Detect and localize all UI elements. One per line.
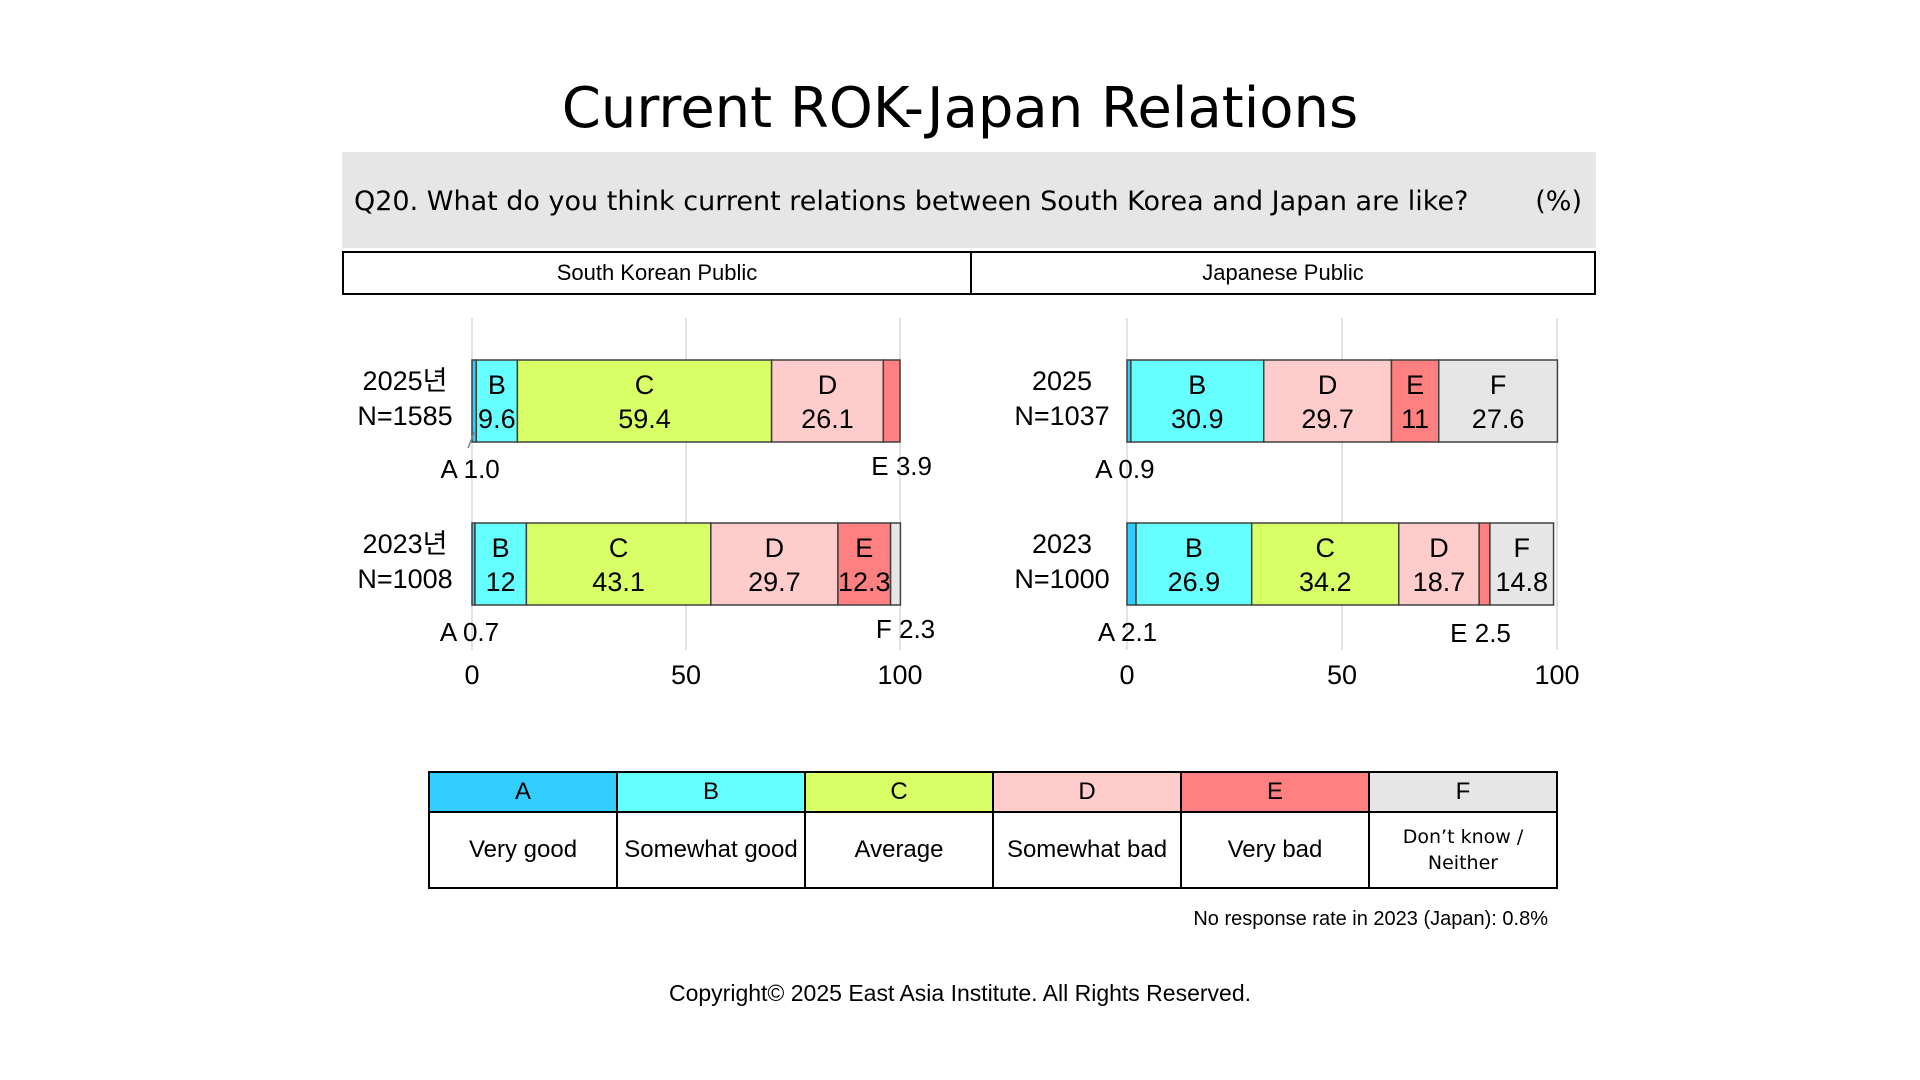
legend-code-f: F	[1368, 771, 1558, 813]
x-tick-label: 100	[877, 660, 922, 690]
segment-value-label: 9.6	[478, 404, 516, 434]
segment-key-label: B	[488, 370, 506, 400]
chart-title: Current ROK-Japan Relations	[561, 76, 1359, 141]
segment-key-label: C	[609, 533, 629, 563]
legend-code-a: A	[428, 771, 618, 813]
leader-line	[467, 431, 475, 449]
segment-value-label: 27.6	[1472, 404, 1525, 434]
row-n-label: N=1037	[1014, 401, 1109, 431]
copyright-text: Copyright© 2025 East Asia Institute. All…	[668, 980, 1252, 1006]
segment-key-label: F	[1490, 370, 1507, 400]
segment-value-label: 34.2	[1299, 567, 1352, 597]
segment-key-label: C	[635, 370, 655, 400]
question-box: Q20. What do you think current relations…	[342, 152, 1596, 248]
segment-value-label: 12.3	[838, 567, 891, 597]
bar-segment-a	[1126, 522, 1137, 606]
legend-code-c: C	[804, 771, 994, 813]
unit-label: (%)	[1535, 186, 1582, 217]
small-segment-label: E 3.9	[871, 451, 932, 481]
bar-segment-d	[770, 359, 885, 443]
x-tick-label: 0	[1119, 660, 1134, 690]
segment-key-label: D	[765, 533, 785, 563]
legend-table: A B C D E F Very good Somewhat good Aver…	[428, 771, 1558, 889]
legend-label-e: Very bad	[1180, 811, 1370, 889]
bar-segment-f	[1438, 359, 1559, 443]
legend-label-a: Very good	[428, 811, 618, 889]
bar-segment-e	[1478, 522, 1491, 606]
segment-value-label: 29.7	[1301, 404, 1354, 434]
segment-value-label: 18.7	[1413, 567, 1466, 597]
bar-segment-e	[837, 522, 892, 606]
segment-value-label: 30.9	[1171, 404, 1224, 434]
segment-key-label: B	[492, 533, 510, 563]
segment-key-label: D	[818, 370, 838, 400]
small-segment-label: A 0.9	[1095, 454, 1154, 484]
bar-segment-d	[1398, 522, 1480, 606]
segment-value-label: 29.7	[748, 567, 801, 597]
small-segment-label: A 1.0	[440, 454, 499, 484]
segment-value-label: 59.4	[618, 404, 671, 434]
row-n-label: N=1008	[357, 564, 452, 594]
bar-segment-c	[525, 522, 712, 606]
bar-segment-e	[1390, 359, 1440, 443]
legend-code-b: B	[616, 771, 806, 813]
x-tick-label: 50	[671, 660, 701, 690]
legend-code-d: D	[992, 771, 1182, 813]
segment-key-label: E	[1406, 370, 1424, 400]
segment-value-label: 26.9	[1168, 567, 1221, 597]
x-tick-label: 100	[1534, 660, 1579, 690]
bar-segment-f	[889, 522, 902, 606]
x-tick-label: 50	[1327, 660, 1357, 690]
row-label: 2025년	[363, 366, 448, 396]
row-label: 2023	[1032, 529, 1092, 559]
segment-value-label: 12	[486, 567, 516, 597]
x-tick-label: 0	[464, 660, 479, 690]
small-segment-label: F 2.3	[876, 614, 935, 644]
segment-key-label: C	[1315, 533, 1335, 563]
row-label: 2023년	[363, 529, 448, 559]
bar-segment-e	[882, 359, 901, 443]
row-n-label: N=1000	[1014, 564, 1109, 594]
small-segment-label: A 2.1	[1098, 617, 1157, 647]
panel-header-korea: South Korean Public	[342, 251, 972, 295]
bar-segment-f	[1489, 522, 1555, 606]
segment-key-label: B	[1188, 370, 1206, 400]
legend-label-b: Somewhat good	[616, 811, 806, 889]
segment-value-label: 43.1	[592, 567, 645, 597]
question-text: Q20. What do you think current relations…	[354, 186, 1469, 217]
segment-key-label: D	[1429, 533, 1449, 563]
panel-header-japan: Japanese Public	[970, 251, 1596, 295]
legend-label-c: Average	[804, 811, 994, 889]
segment-value-label: 14.8	[1495, 567, 1548, 597]
legend-label-d: Somewhat bad	[992, 811, 1182, 889]
segment-value-label: 26.1	[801, 404, 854, 434]
bar-segment-c	[516, 359, 773, 443]
row-label: 2025	[1032, 366, 1092, 396]
segment-key-label: B	[1185, 533, 1203, 563]
segment-key-label: D	[1318, 370, 1338, 400]
bar-segment-d	[710, 522, 839, 606]
legend-label-f: Don’t know / Neither	[1368, 811, 1558, 889]
no-response-note: No response rate in 2023 (Japan): 0.8%	[1193, 908, 1548, 930]
legend-code-e: E	[1180, 771, 1370, 813]
small-segment-label: A 0.7	[440, 617, 499, 647]
segment-value-label: 11	[1401, 404, 1429, 434]
segment-key-label: F	[1513, 533, 1530, 563]
small-segment-label: E 2.5	[1450, 618, 1511, 648]
bar-segment-c	[1250, 522, 1400, 606]
bar-segment-b	[1135, 522, 1253, 606]
segment-key-label: E	[855, 533, 873, 563]
row-n-label: N=1585	[357, 401, 452, 431]
